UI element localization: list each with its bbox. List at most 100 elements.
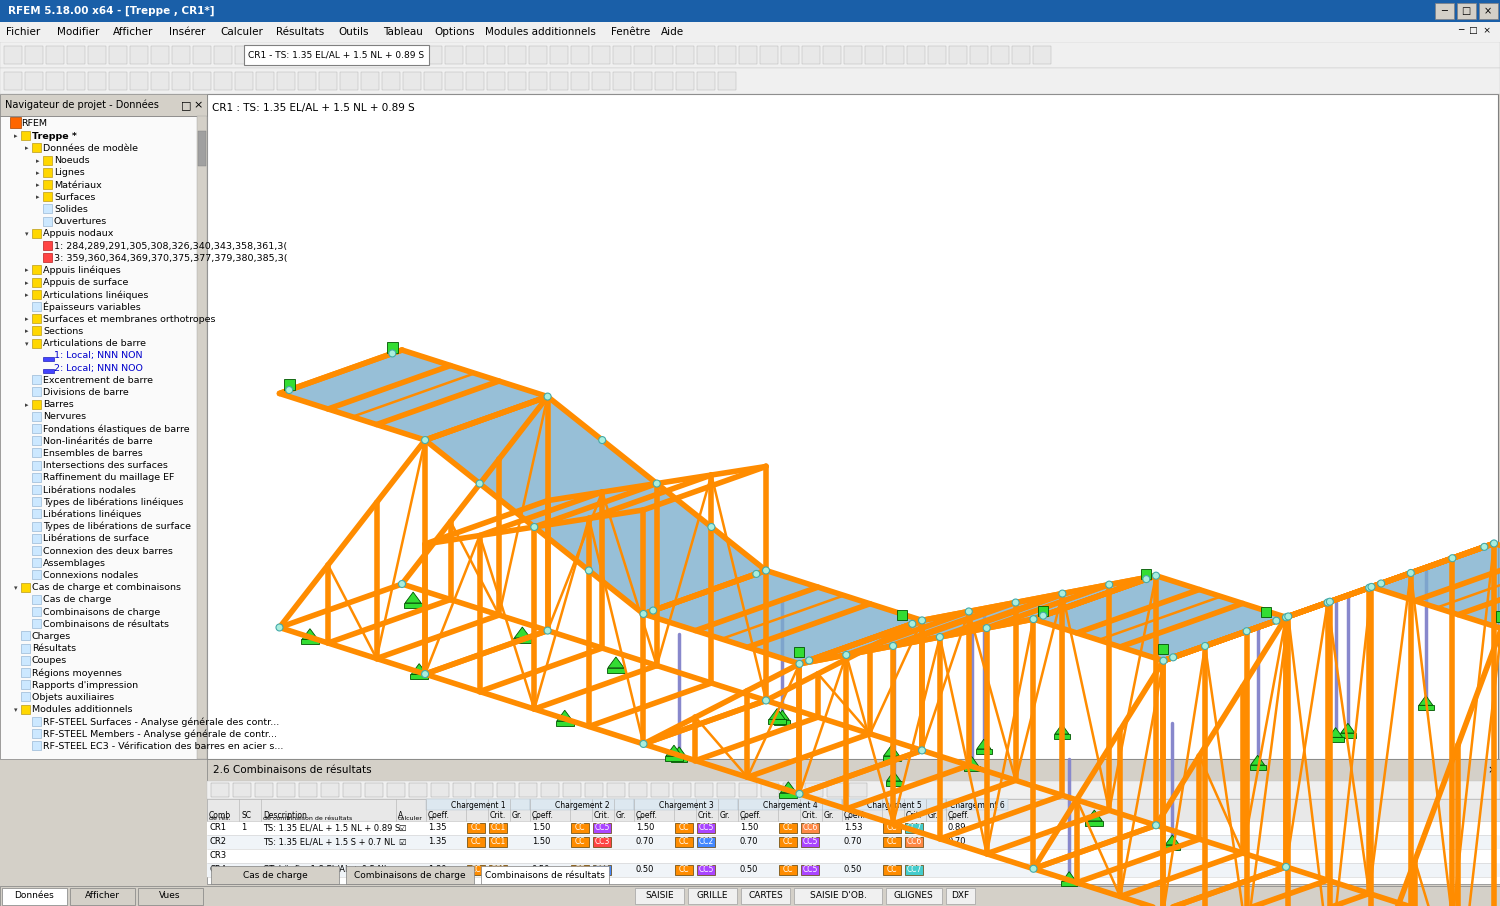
Text: CR4: CR4 xyxy=(209,865,226,874)
Text: Solides: Solides xyxy=(54,205,88,214)
Text: TS: 1.35 EL/AL + 1.5 NL + 0.89 S: TS: 1.35 EL/AL + 1.5 NL + 0.89 S xyxy=(262,824,400,833)
Bar xyxy=(32,143,40,152)
Bar xyxy=(675,865,693,875)
Bar xyxy=(44,168,52,177)
Polygon shape xyxy=(776,710,789,720)
Bar xyxy=(698,46,715,64)
Circle shape xyxy=(1365,584,1372,592)
Text: 1.50: 1.50 xyxy=(532,824,550,833)
Bar xyxy=(32,290,40,299)
Text: Données de modèle: Données de modèle xyxy=(44,144,138,153)
Bar xyxy=(21,656,30,665)
Polygon shape xyxy=(886,771,900,781)
Bar xyxy=(207,94,1498,759)
Text: ─: ─ xyxy=(1442,6,1448,16)
Bar xyxy=(46,46,64,64)
Bar xyxy=(152,72,170,90)
Bar xyxy=(32,619,40,628)
Text: Chargement 1: Chargement 1 xyxy=(450,801,506,809)
Bar xyxy=(489,837,507,847)
Bar xyxy=(88,72,106,90)
Bar xyxy=(32,412,40,420)
Bar xyxy=(698,72,715,90)
Text: de rés.: de rés. xyxy=(209,816,231,822)
Text: ×: × xyxy=(1486,765,1497,775)
Bar xyxy=(88,46,106,64)
Bar xyxy=(424,72,442,90)
Bar xyxy=(410,783,428,797)
Circle shape xyxy=(1491,540,1497,547)
Text: 0.50: 0.50 xyxy=(740,865,759,874)
Bar xyxy=(194,46,211,64)
Bar xyxy=(211,866,339,884)
Text: CC2: CC2 xyxy=(699,837,714,846)
Bar xyxy=(608,668,625,673)
Bar xyxy=(284,379,296,390)
Text: n°: n° xyxy=(532,816,538,822)
Text: ☑: ☑ xyxy=(398,865,405,874)
Polygon shape xyxy=(800,575,1156,664)
Bar xyxy=(32,595,40,603)
Bar xyxy=(0,94,207,116)
Bar xyxy=(46,72,64,90)
Circle shape xyxy=(1013,599,1019,606)
Bar xyxy=(207,799,1500,821)
Bar xyxy=(256,72,274,90)
Polygon shape xyxy=(608,657,624,668)
Text: □: □ xyxy=(1461,6,1470,16)
Bar xyxy=(904,865,922,875)
Text: 0.50: 0.50 xyxy=(532,865,550,874)
Text: SAISIE: SAISIE xyxy=(645,892,674,901)
Text: Libérations de surface: Libérations de surface xyxy=(44,535,148,544)
Text: 1.50: 1.50 xyxy=(636,824,654,833)
Text: Coeff.: Coeff. xyxy=(740,811,762,820)
Circle shape xyxy=(476,480,483,487)
Circle shape xyxy=(1480,544,1488,550)
Bar xyxy=(1436,3,1454,19)
Bar xyxy=(718,72,736,90)
Polygon shape xyxy=(424,397,766,614)
Text: 2.6 Combinaisons de résultats: 2.6 Combinaisons de résultats xyxy=(213,765,372,775)
Text: Types de libérations linéiques: Types de libérations linéiques xyxy=(44,497,183,507)
Bar xyxy=(945,888,975,904)
Text: ☑: ☑ xyxy=(398,837,405,846)
Bar xyxy=(32,314,40,323)
Bar xyxy=(207,849,1500,863)
Circle shape xyxy=(650,607,657,614)
Text: 1: 284,289,291,305,308,326,340,343,358,361,3(: 1: 284,289,291,305,308,326,340,343,358,3… xyxy=(54,242,286,250)
Bar xyxy=(404,72,422,90)
Text: Vues: Vues xyxy=(159,892,180,901)
Bar xyxy=(676,46,694,64)
Polygon shape xyxy=(1341,723,1354,733)
Text: GT: häufig  1.8 EL/AL + 0.5 NL: GT: häufig 1.8 EL/AL + 0.5 NL xyxy=(262,865,388,874)
Polygon shape xyxy=(1166,835,1179,844)
Text: n°: n° xyxy=(427,816,435,822)
Bar xyxy=(656,72,674,90)
Circle shape xyxy=(966,608,972,615)
Bar xyxy=(32,326,40,335)
Bar xyxy=(676,72,694,90)
Bar xyxy=(453,783,471,797)
Circle shape xyxy=(1326,598,1334,605)
Bar xyxy=(882,756,900,761)
Bar xyxy=(70,888,135,905)
Bar xyxy=(44,192,52,201)
Bar xyxy=(302,640,320,644)
Bar xyxy=(255,783,273,797)
Bar xyxy=(236,46,254,64)
Text: Chargement 3: Chargement 3 xyxy=(658,801,714,809)
Bar xyxy=(670,757,687,762)
Text: n°: n° xyxy=(740,816,747,822)
Circle shape xyxy=(1282,613,1290,621)
Text: RF-STEEL Members - Analyse générale de contr...: RF-STEEL Members - Analyse générale de c… xyxy=(44,729,278,738)
Bar xyxy=(842,799,946,810)
Bar xyxy=(778,823,796,833)
Text: Fondations élastiques de barre: Fondations élastiques de barre xyxy=(44,424,189,434)
Polygon shape xyxy=(976,739,992,749)
Text: Gr.: Gr. xyxy=(928,811,939,820)
Circle shape xyxy=(762,567,770,574)
Polygon shape xyxy=(770,708,784,719)
Bar xyxy=(827,783,844,797)
Text: 1.35: 1.35 xyxy=(427,824,447,833)
Bar xyxy=(21,668,30,677)
